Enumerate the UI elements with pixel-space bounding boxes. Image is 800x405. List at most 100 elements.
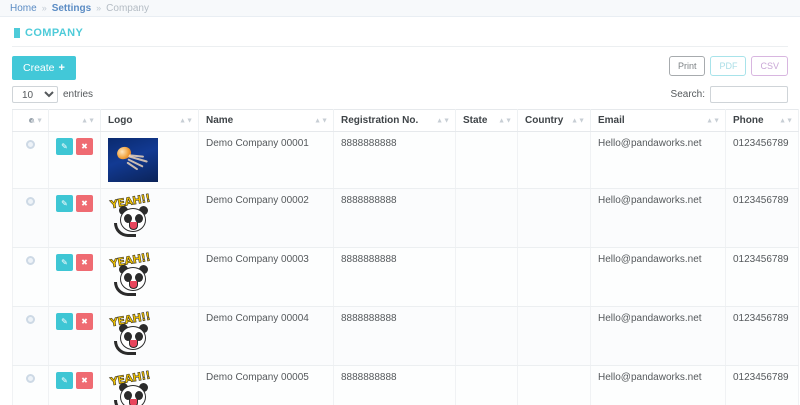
row-action-group: ✎ ✖ xyxy=(56,195,93,212)
cell-name: Demo Company 00005 xyxy=(198,365,334,405)
column-header-email[interactable]: Email ▲▼ xyxy=(590,109,726,132)
cell-country xyxy=(517,188,591,248)
table-header-row: ▲▼ ▲▼ Logo ▲▼ Name ▲▼ Regis xyxy=(12,109,799,132)
cell-phone: 0123456789 xyxy=(725,306,799,366)
book-icon xyxy=(12,28,20,38)
csv-button[interactable]: CSV xyxy=(751,56,788,76)
edit-button[interactable]: ✎ xyxy=(56,138,73,155)
cell-expand[interactable] xyxy=(12,306,49,366)
cell-email: Hello@pandaworks.net xyxy=(590,247,726,307)
column-header-phone[interactable]: Phone ▲▼ xyxy=(725,109,799,132)
cell-name: Demo Company 00002 xyxy=(198,188,334,248)
delete-button[interactable]: ✖ xyxy=(76,195,93,212)
page-title: COMPANY xyxy=(12,27,788,39)
print-button[interactable]: Print xyxy=(668,56,706,76)
table-row: ✎ ✖ Demo Company 00001 8888888888 Hello@pand… xyxy=(12,131,799,189)
company-logo-image: YEAH!! xyxy=(108,368,162,405)
column-header-actions[interactable]: ▲▼ xyxy=(48,109,101,132)
cell-state xyxy=(455,188,518,248)
table-row: ✎ ✖ YEAH!! Demo Company 00004 8888888888 Hell… xyxy=(12,306,799,366)
column-header-expand[interactable]: ▲▼ xyxy=(12,109,49,132)
cell-state xyxy=(455,131,518,189)
cell-country xyxy=(517,306,591,366)
cell-country xyxy=(517,247,591,307)
export-button-group: Print PDF CSV xyxy=(668,56,788,76)
row-action-group: ✎ ✖ xyxy=(56,313,93,330)
table-header: ▲▼ ▲▼ Logo ▲▼ Name ▲▼ Regis xyxy=(12,109,799,132)
entries-per-page-select[interactable]: 102550100 xyxy=(12,86,58,103)
length-control: 102550100 entries xyxy=(12,86,93,103)
cell-country xyxy=(517,365,591,405)
edit-button[interactable]: ✎ xyxy=(56,313,73,330)
company-logo-image: YEAH!! xyxy=(108,191,162,241)
column-header-email-label: Email xyxy=(598,115,625,126)
column-header-registration[interactable]: Registration No. ▲▼ xyxy=(333,109,456,132)
cell-expand[interactable] xyxy=(12,365,49,405)
header-divider xyxy=(12,46,788,47)
cell-expand[interactable] xyxy=(12,247,49,307)
column-header-country-label: Country xyxy=(525,115,564,126)
sort-icon: ▲▼ xyxy=(29,117,43,124)
create-button-label: Create xyxy=(23,62,55,74)
row-action-group: ✎ ✖ xyxy=(56,254,93,271)
breadcrumb-item-settings[interactable]: Settings xyxy=(51,2,92,14)
cell-country xyxy=(517,131,591,189)
cell-state xyxy=(455,365,518,405)
delete-button[interactable]: ✖ xyxy=(76,372,93,389)
sort-icon: ▲▼ xyxy=(436,117,450,124)
column-header-country[interactable]: Country ▲▼ xyxy=(517,109,591,132)
cell-phone: 0123456789 xyxy=(725,365,799,405)
table-container: ▲▼ ▲▼ Logo ▲▼ Name ▲▼ Regis xyxy=(0,109,800,405)
create-button[interactable]: Create + xyxy=(12,56,76,80)
cell-email: Hello@pandaworks.net xyxy=(590,131,726,189)
company-table: ▲▼ ▲▼ Logo ▲▼ Name ▲▼ Regis xyxy=(12,109,799,405)
expand-all-icon[interactable] xyxy=(28,118,34,123)
cell-phone: 0123456789 xyxy=(725,131,799,189)
column-header-state[interactable]: State ▲▼ xyxy=(455,109,518,132)
column-header-registration-label: Registration No. xyxy=(341,115,419,126)
pdf-button[interactable]: PDF xyxy=(710,56,747,76)
page-container: COMPANY Create + Print PDF CSV 102550100… xyxy=(0,17,800,405)
breadcrumb-item-home[interactable]: Home xyxy=(10,2,37,14)
breadcrumb-separator: » xyxy=(96,3,102,13)
cell-name: Demo Company 00001 xyxy=(198,131,334,189)
sort-icon: ▲▼ xyxy=(706,117,720,124)
cell-registration: 8888888888 xyxy=(333,306,456,366)
delete-button[interactable]: ✖ xyxy=(76,254,93,271)
edit-button[interactable]: ✎ xyxy=(56,372,73,389)
expand-row-icon[interactable] xyxy=(26,374,35,383)
cell-registration: 8888888888 xyxy=(333,247,456,307)
sort-icon: ▲▼ xyxy=(314,117,328,124)
delete-button[interactable]: ✖ xyxy=(76,313,93,330)
cell-actions: ✎ ✖ xyxy=(48,247,101,307)
table-body: ✎ ✖ Demo Company 00001 8888888888 Hello@pand… xyxy=(12,131,799,405)
expand-row-icon[interactable] xyxy=(26,256,35,265)
expand-row-icon[interactable] xyxy=(26,140,35,149)
cell-logo: YEAH!! xyxy=(100,365,199,405)
expand-row-icon[interactable] xyxy=(26,315,35,324)
column-header-logo[interactable]: Logo ▲▼ xyxy=(100,109,199,132)
cell-expand[interactable] xyxy=(12,188,49,248)
cell-expand[interactable] xyxy=(12,131,49,189)
cell-name: Demo Company 00004 xyxy=(198,306,334,366)
column-header-phone-label: Phone xyxy=(733,115,764,126)
table-row: ✎ ✖ YEAH!! Demo Company 00005 8888888888 Hell… xyxy=(12,365,799,405)
search-control: Search: xyxy=(671,86,788,103)
sort-icon: ▲▼ xyxy=(81,117,95,124)
cell-registration: 8888888888 xyxy=(333,188,456,248)
entries-label: entries xyxy=(63,89,94,100)
expand-row-icon[interactable] xyxy=(26,197,35,206)
cell-registration: 8888888888 xyxy=(333,131,456,189)
column-header-state-label: State xyxy=(463,115,488,126)
column-header-name[interactable]: Name ▲▼ xyxy=(198,109,334,132)
cell-logo: YEAH!! xyxy=(100,306,199,366)
delete-button[interactable]: ✖ xyxy=(76,138,93,155)
cell-logo xyxy=(100,131,199,189)
cell-email: Hello@pandaworks.net xyxy=(590,306,726,366)
edit-button[interactable]: ✎ xyxy=(56,254,73,271)
row-action-group: ✎ ✖ xyxy=(56,372,93,389)
edit-button[interactable]: ✎ xyxy=(56,195,73,212)
search-input[interactable] xyxy=(710,86,788,103)
cell-state xyxy=(455,247,518,307)
search-label: Search: xyxy=(670,89,705,100)
